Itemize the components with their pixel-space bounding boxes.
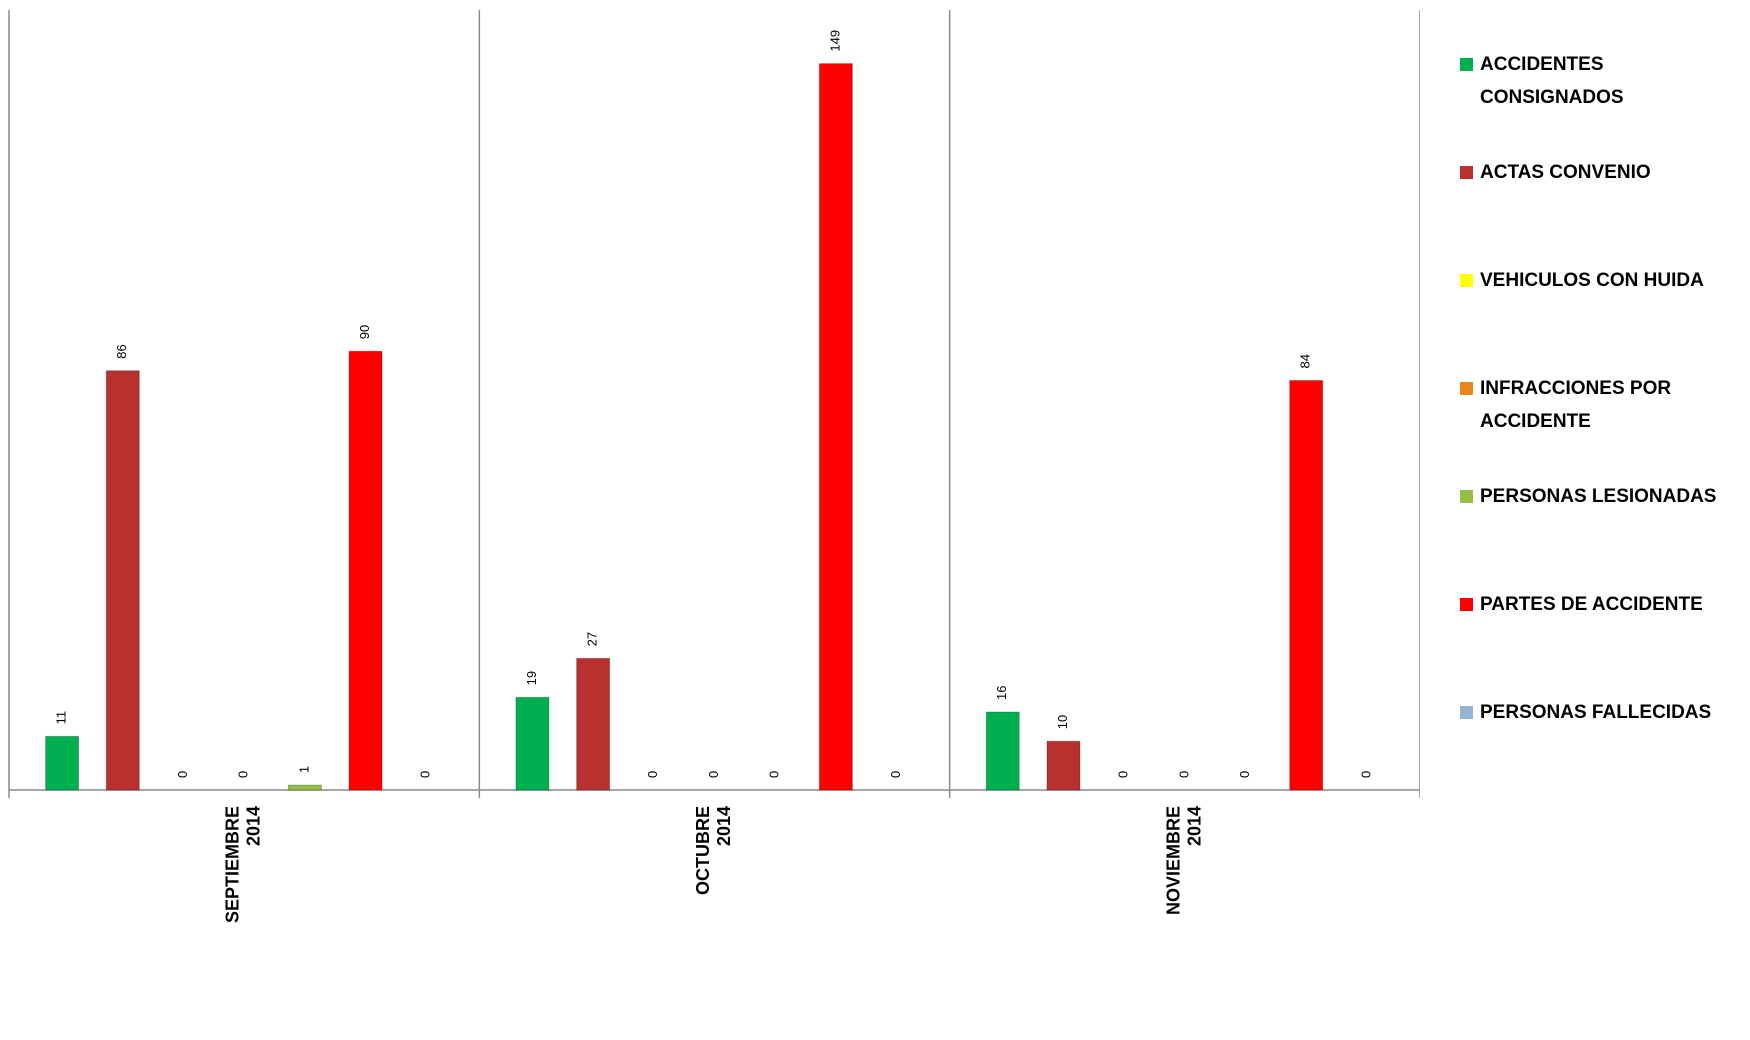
x-tick-label-line: 2014 bbox=[1184, 806, 1204, 846]
bar bbox=[818, 63, 853, 791]
bar bbox=[105, 370, 140, 791]
legend-label: ACTAS CONVENIO bbox=[1480, 162, 1651, 183]
bar bbox=[576, 657, 611, 791]
data-label: 0 bbox=[767, 771, 782, 778]
legend-item: INFRACCIONES POR ACCIDENTE bbox=[1460, 372, 1745, 480]
legend-swatch bbox=[1460, 274, 1473, 287]
legend-label: PERSONAS FALLECIDAS bbox=[1480, 702, 1712, 723]
data-label: 0 bbox=[645, 771, 660, 778]
data-label: 16 bbox=[994, 686, 1009, 700]
legend: ACCIDENTES CONSIGNADOS ACTAS CONVENIO VEHI… bbox=[1460, 48, 1745, 804]
bar bbox=[348, 350, 383, 791]
bar bbox=[287, 784, 322, 791]
data-label: 10 bbox=[1055, 715, 1070, 729]
legend-item: PARTES DE ACCIDENTE bbox=[1460, 588, 1745, 696]
data-label: 0 bbox=[418, 771, 433, 778]
legend-swatch bbox=[1460, 382, 1473, 395]
x-tick-label-line: SEPTIEMBRE bbox=[222, 806, 242, 923]
data-label: 0 bbox=[1116, 771, 1131, 778]
data-label: 11 bbox=[54, 711, 69, 725]
legend-swatch bbox=[1460, 598, 1473, 611]
legend-label: ACCIDENTES CONSIGNADOS bbox=[1480, 54, 1624, 108]
bar bbox=[985, 711, 1020, 791]
legend-swatch bbox=[1460, 166, 1473, 179]
legend-item: VEHICULOS CON HUIDA bbox=[1460, 264, 1745, 372]
data-label: 19 bbox=[524, 671, 539, 685]
data-label: 1 bbox=[296, 766, 311, 773]
x-tick-label-line: NOVIEMBRE bbox=[1163, 806, 1183, 915]
data-label: 0 bbox=[888, 771, 903, 778]
legend-item: ACTAS CONVENIO bbox=[1460, 156, 1745, 264]
data-label: 0 bbox=[175, 771, 190, 778]
x-tick-label-line: OCTUBRE bbox=[693, 806, 713, 895]
bar bbox=[515, 696, 550, 791]
legend-label: PERSONAS LESIONADAS bbox=[1480, 486, 1717, 507]
x-tick-label-line: 2014 bbox=[714, 806, 734, 846]
data-label: 84 bbox=[1298, 354, 1313, 368]
data-label: 0 bbox=[1358, 771, 1373, 778]
x-tick-label: NOVIEMBRE2014 bbox=[1163, 806, 1204, 915]
data-label: 86 bbox=[114, 344, 129, 358]
legend-item: PERSONAS LESIONADAS bbox=[1460, 480, 1745, 588]
data-label: 0 bbox=[706, 771, 721, 778]
legend-swatch bbox=[1460, 706, 1473, 719]
x-tick-label-line: 2014 bbox=[243, 806, 263, 846]
legend-swatch bbox=[1460, 490, 1473, 503]
data-label: 90 bbox=[357, 325, 372, 339]
legend-label: VEHICULOS CON HUIDA bbox=[1480, 270, 1704, 291]
data-label: 27 bbox=[585, 632, 600, 646]
legend-label: INFRACCIONES POR ACCIDENTE bbox=[1480, 378, 1672, 432]
bar bbox=[1046, 740, 1081, 791]
data-label: 0 bbox=[1237, 771, 1252, 778]
data-label: 0 bbox=[1176, 771, 1191, 778]
legend-item: PERSONAS FALLECIDAS bbox=[1460, 696, 1745, 804]
legend-item: ACCIDENTES CONSIGNADOS bbox=[1460, 48, 1745, 156]
bar bbox=[45, 735, 80, 791]
legend-swatch bbox=[1460, 58, 1473, 71]
legend-label: PARTES DE ACCIDENTE bbox=[1480, 594, 1703, 615]
x-tick-label: OCTUBRE2014 bbox=[693, 806, 734, 895]
bar bbox=[1289, 380, 1324, 791]
x-tick-label: SEPTIEMBRE2014 bbox=[222, 806, 263, 923]
data-label: 149 bbox=[827, 30, 842, 52]
data-label: 0 bbox=[236, 771, 251, 778]
